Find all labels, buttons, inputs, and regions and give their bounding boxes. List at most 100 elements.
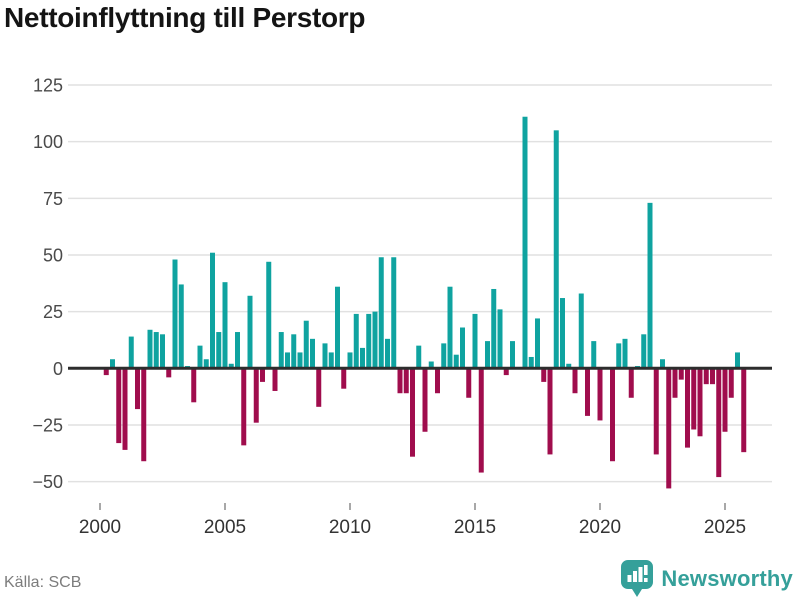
bar-positive [328,352,334,369]
bar-positive [366,313,372,369]
bar-negative [666,368,672,489]
bar-positive [303,320,309,369]
y-tick-label: 100 [33,132,63,152]
chart-title: Nettoinflyttning till Perstorp [4,2,366,33]
bar-negative [703,368,709,385]
bar-negative [116,368,122,444]
y-tick-label: −50 [32,472,63,492]
bar-negative [716,368,722,478]
bar-negative [685,368,690,448]
bar-negative [728,368,734,398]
bar-positive [353,313,359,369]
x-tick-label: 2025 [704,517,746,538]
bar-negative [610,368,615,462]
bar-positive [447,286,453,369]
bar-negative [135,368,140,410]
bar-negative [166,368,172,378]
bar-negative [397,368,403,394]
bar-positive [660,359,665,369]
bar-negative [241,368,247,446]
newsworthy-speech-bubble-bar-chart-icon [621,560,654,597]
bar-positive [735,352,740,369]
bar-positive [216,332,222,369]
bar-positive [616,343,622,369]
y-tick-label: 0 [53,359,63,379]
bar-negative [572,368,578,394]
bar-positive [322,343,328,369]
y-tick-label: 25 [43,302,63,322]
bar-positive [535,318,540,369]
bar-positive [228,363,234,369]
brand-name: Newsworthy [661,566,793,591]
bar-positive [491,288,497,369]
bar-negative [503,368,509,376]
bar-negative [341,368,347,389]
bar-negative [103,368,109,376]
newsworthy-logo-link[interactable]: Newsworthy [621,559,793,599]
bar-negative [541,368,547,382]
bar-positive [172,259,178,369]
bar-positive [497,309,503,369]
bar-positive [310,338,315,369]
bar-positive [178,284,184,369]
bar-negative [597,368,603,421]
bar-positive [578,293,584,369]
bar-negative [260,368,265,382]
x-tick-label: 2020 [579,517,621,538]
bar-positive [453,354,459,369]
bar-positive [416,345,422,369]
bar-negative [122,368,128,450]
bar-positive [553,130,559,369]
bar-positive [460,327,465,369]
bars-group [103,116,747,489]
bar-positive [347,352,353,369]
bar-negative [466,368,472,398]
y-tick-label: 50 [43,245,63,265]
bar-negative [653,368,659,455]
bar-positive [591,341,597,369]
bar-negative [272,368,278,391]
x-tick-label: 2010 [329,517,371,538]
bar-negative [628,368,634,398]
bar-positive [428,361,434,369]
bar-positive [160,334,165,369]
y-tick-label: 125 [33,76,63,96]
bar-positive [203,359,209,369]
bar-positive [297,352,303,369]
bar-positive [247,295,253,369]
bar-positive [385,338,390,369]
bar-negative [741,368,747,453]
bar-positive [485,341,490,369]
bar-positive [222,282,228,369]
x-tick-label: 2015 [454,517,496,538]
bar-negative [191,368,197,403]
bar-negative [410,368,415,457]
bar-negative [672,368,678,398]
bar-positive [566,363,572,369]
x-tick-label: 2000 [79,517,121,538]
bar-positive [391,257,397,369]
bar-positive [441,343,447,369]
bar-negative [316,368,322,407]
bar-positive [285,352,290,369]
bar-positive [360,347,365,369]
bar-positive [472,313,478,369]
bar-negative [422,368,428,432]
y-tick-label: −25 [32,415,63,435]
bar-negative [710,368,715,385]
bar-positive [197,345,203,369]
bar-positive [278,332,284,369]
bar-positive [153,332,159,369]
bar-negative [403,368,409,394]
bar-positive [147,329,153,369]
y-tick-label: 75 [43,189,63,209]
bar-positive [560,298,565,369]
bar-positive [522,116,528,369]
y-axis-labels-group: 125 100 75 50 25 0 −25 −50 [32,76,63,493]
bar-positive [235,332,240,369]
x-axis-group: 2000 2005 2010 2015 2020 2025 [79,503,746,538]
bar-positive [291,334,297,369]
bar-negative [678,368,684,380]
